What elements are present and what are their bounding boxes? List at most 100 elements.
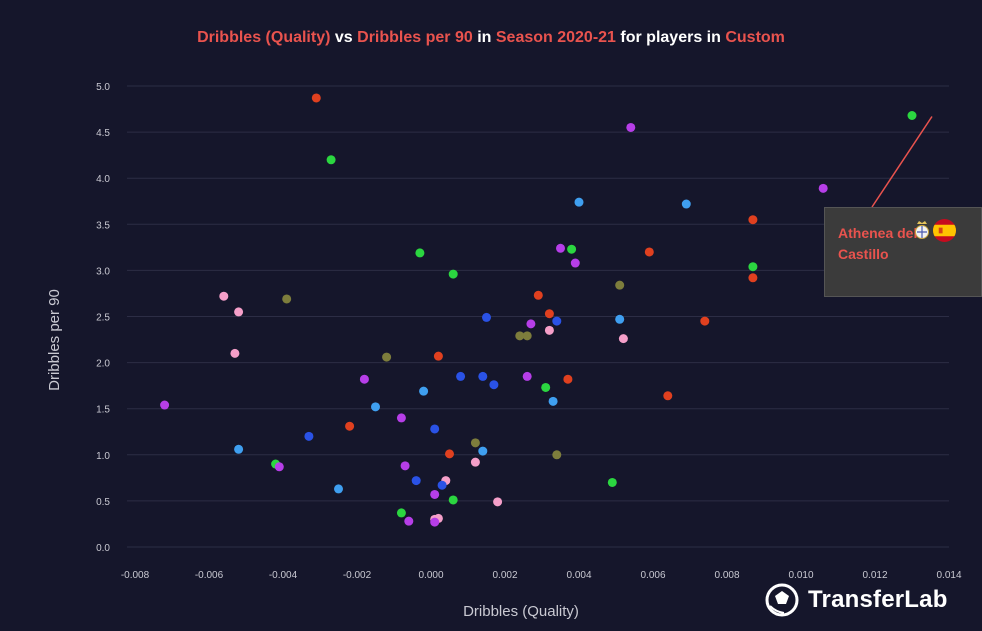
y-axis-label: Dribbles per 90 <box>46 289 63 391</box>
spain-flag-icon <box>933 219 956 242</box>
data-point[interactable] <box>570 258 580 268</box>
data-point[interactable] <box>404 516 414 526</box>
data-point[interactable] <box>415 248 425 258</box>
data-point[interactable] <box>615 280 625 290</box>
data-point[interactable] <box>411 476 421 486</box>
data-point[interactable] <box>274 462 284 472</box>
data-point[interactable] <box>345 421 355 431</box>
data-point[interactable] <box>430 424 440 434</box>
data-point[interactable] <box>493 497 503 507</box>
y-tick-label: 0.5 <box>96 497 110 508</box>
data-point[interactable] <box>700 316 710 326</box>
data-point[interactable] <box>234 307 244 317</box>
data-point[interactable] <box>371 402 380 412</box>
x-tick-label: 0.008 <box>714 570 739 581</box>
data-point[interactable] <box>230 348 240 358</box>
tooltip-player-name: Athenea del Castillo <box>838 225 918 262</box>
data-point[interactable] <box>382 352 392 362</box>
x-axis-ticks: -0.008 -0.006 -0.004 -0.002 0.000 0.002 0.004 0… <box>121 570 962 581</box>
data-point[interactable] <box>430 517 440 527</box>
x-tick-label: -0.002 <box>343 570 372 581</box>
data-point[interactable] <box>304 431 314 441</box>
y-tick-label: 3.5 <box>96 220 110 231</box>
data-point[interactable] <box>430 489 440 499</box>
y-tick-label: 3.0 <box>96 266 110 277</box>
data-point[interactable] <box>437 480 447 490</box>
data-point[interactable] <box>548 396 558 406</box>
data-point[interactable] <box>748 273 758 283</box>
data-point[interactable] <box>359 374 369 384</box>
y-axis-ticks: 0.0 0.5 1.0 1.5 2.0 2.5 3.0 3.5 4.0 4.5 5.0 <box>96 82 110 554</box>
data-point[interactable] <box>456 371 466 381</box>
transferlab-brand: TransferLab <box>764 580 948 620</box>
data-point[interactable] <box>663 391 673 401</box>
data-point[interactable] <box>618 334 628 344</box>
data-point[interactable] <box>515 331 525 341</box>
data-point[interactable] <box>574 197 584 207</box>
data-point[interactable] <box>526 319 536 329</box>
data-point[interactable] <box>160 400 170 410</box>
data-point[interactable] <box>448 269 458 279</box>
data-point[interactable] <box>478 446 488 456</box>
x-tick-label: 0.002 <box>492 570 517 581</box>
data-point[interactable] <box>482 312 491 322</box>
data-point[interactable] <box>445 449 454 459</box>
x-tick-label: 0.014 <box>936 570 961 581</box>
data-point[interactable] <box>907 111 917 121</box>
data-point[interactable] <box>396 413 406 423</box>
data-point[interactable] <box>681 199 691 209</box>
data-point[interactable] <box>522 371 532 381</box>
title-y-metric: Dribbles per 90 <box>357 29 473 46</box>
data-point[interactable] <box>400 461 410 471</box>
y-tick-label: 1.0 <box>96 451 110 462</box>
data-point[interactable] <box>470 438 480 448</box>
grid-lines <box>127 85 949 548</box>
data-point[interactable] <box>552 316 562 326</box>
data-point[interactable] <box>567 244 577 254</box>
chart-title: Dribbles (Quality) vs Dribbles per 90 in… <box>0 29 982 47</box>
brand-name: TransferLab <box>808 586 948 613</box>
data-point[interactable] <box>626 122 636 132</box>
data-point[interactable] <box>544 325 554 335</box>
x-tick-label: 0.012 <box>862 570 887 581</box>
x-tick-label: 0.004 <box>566 570 591 581</box>
x-tick-label: 0.000 <box>418 570 443 581</box>
player-tooltip: Athenea del Castillo <box>824 207 982 297</box>
data-point[interactable] <box>748 262 758 272</box>
data-point[interactable] <box>489 380 499 390</box>
real-madrid-crest-icon <box>915 221 929 239</box>
data-point[interactable] <box>563 374 573 384</box>
data-point[interactable] <box>615 314 625 324</box>
data-point[interactable] <box>433 351 443 361</box>
data-point[interactable] <box>234 444 244 454</box>
x-tick-label: 0.006 <box>640 570 665 581</box>
data-points <box>160 93 917 527</box>
data-point[interactable] <box>607 477 617 487</box>
data-point[interactable] <box>419 386 429 396</box>
y-tick-label: 2.0 <box>96 359 110 370</box>
data-point[interactable] <box>556 243 565 253</box>
title-x-metric: Dribbles (Quality) <box>197 29 331 46</box>
data-point[interactable] <box>334 484 343 494</box>
title-vs: vs <box>334 29 353 46</box>
data-point[interactable] <box>470 457 480 467</box>
data-point[interactable] <box>448 495 458 505</box>
y-tick-label: 2.5 <box>96 313 110 324</box>
y-tick-label: 5.0 <box>96 82 110 93</box>
data-point[interactable] <box>311 93 321 103</box>
data-point[interactable] <box>552 450 562 460</box>
y-tick-label: 1.5 <box>96 405 110 416</box>
x-tick-label: -0.006 <box>195 570 224 581</box>
data-point[interactable] <box>326 155 336 165</box>
data-point[interactable] <box>748 215 758 225</box>
data-point[interactable] <box>282 294 292 304</box>
data-point[interactable] <box>533 290 543 300</box>
data-point[interactable] <box>541 382 551 392</box>
data-point[interactable] <box>522 331 532 341</box>
data-point[interactable] <box>818 183 828 193</box>
data-point[interactable] <box>644 247 654 257</box>
data-point[interactable] <box>478 371 488 381</box>
data-point[interactable] <box>544 309 554 319</box>
data-point[interactable] <box>219 291 229 301</box>
data-point[interactable] <box>396 508 406 518</box>
